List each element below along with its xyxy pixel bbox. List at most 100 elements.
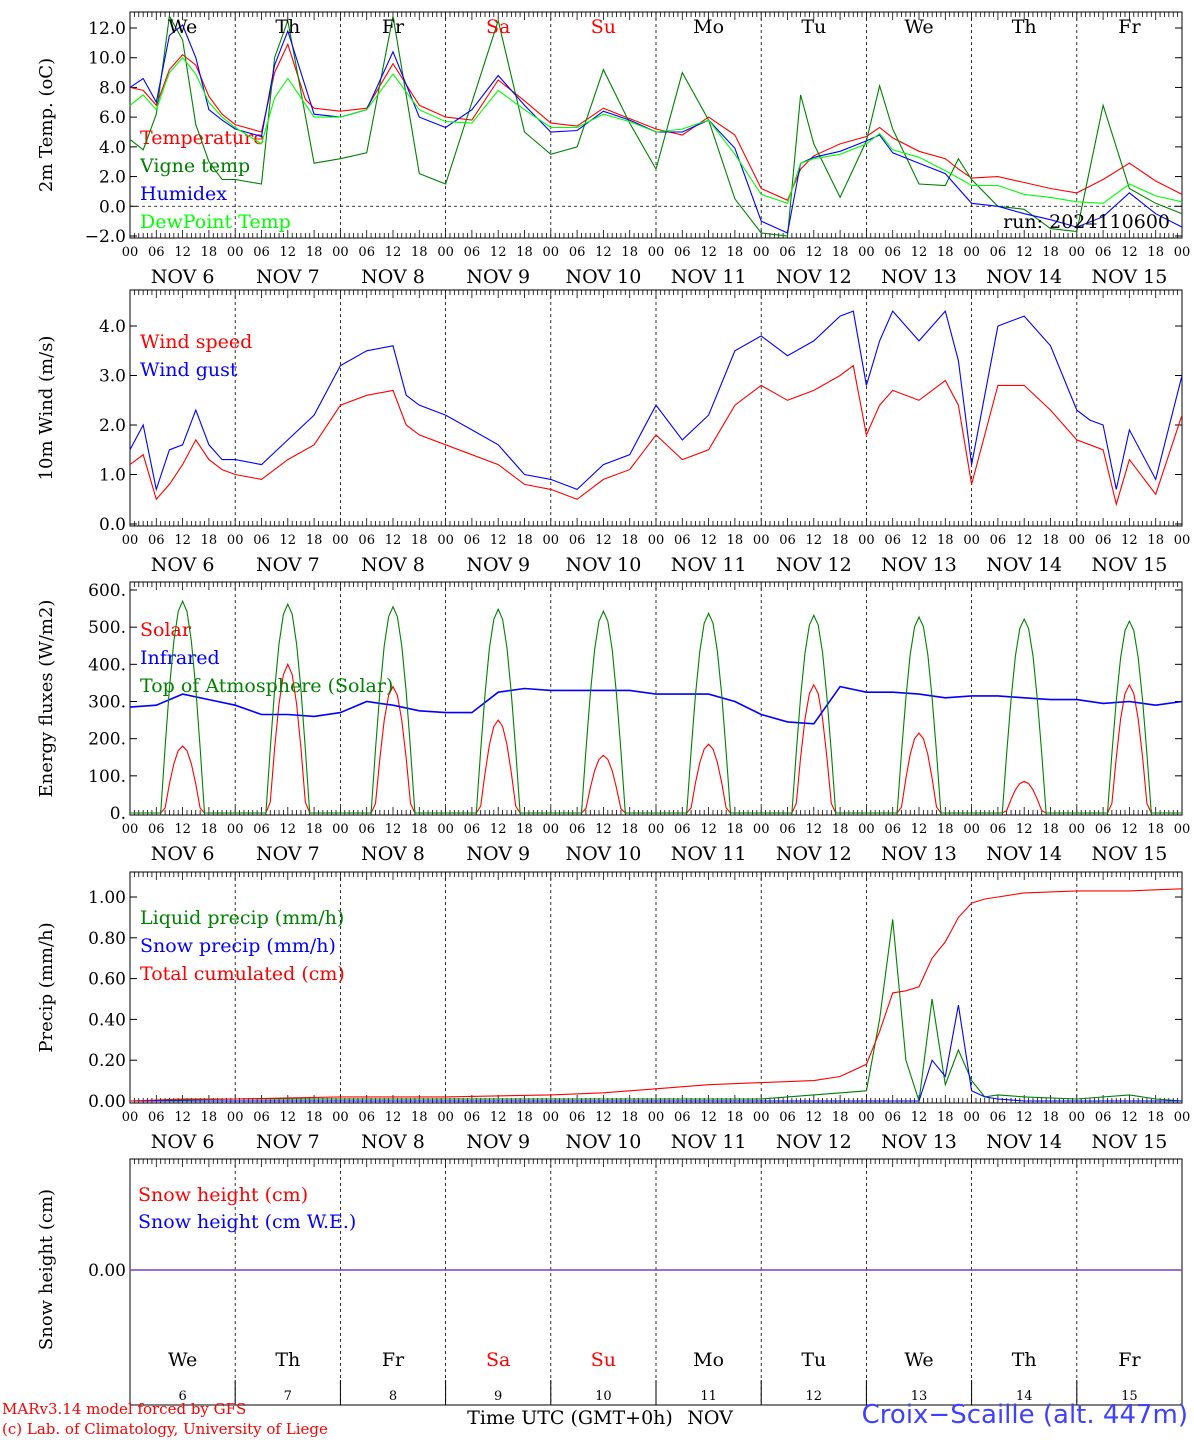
x-hour-tick-label: 00 xyxy=(543,245,560,260)
y-tick-label: 0.60 xyxy=(88,970,126,990)
x-hour-tick-label: 00 xyxy=(332,822,349,837)
x-date-label: NOV 12 xyxy=(776,554,852,576)
x-hour-tick-label: 06 xyxy=(779,245,796,260)
x-hour-tick-label: 18 xyxy=(306,533,323,548)
x-hour-tick-label: 12 xyxy=(1121,822,1138,837)
x-hour-tick-label: 12 xyxy=(700,822,717,837)
series-line-dewpoint-temp xyxy=(129,56,1183,204)
day-number-label: 9 xyxy=(494,1389,502,1404)
x-date-label: NOV 9 xyxy=(466,266,530,288)
x-hour-tick-label: 06 xyxy=(674,1110,691,1125)
legend-entry: Wind speed xyxy=(140,331,252,353)
x-date-label: NOV 10 xyxy=(565,554,641,576)
x-hour-tick-label: 18 xyxy=(937,533,954,548)
x-hour-tick-label: 12 xyxy=(174,1110,191,1125)
legend-entry: Infrared xyxy=(140,647,220,669)
series-line-infrared xyxy=(129,685,1183,725)
x-hour-tick-label: 06 xyxy=(569,245,586,260)
weekday-label-bottom: We xyxy=(904,1349,933,1371)
x-hour-tick-label: 00 xyxy=(648,1110,665,1125)
x-hour-tick-label: 00 xyxy=(1174,1110,1191,1125)
x-hour-tick-label: 06 xyxy=(358,1110,375,1125)
x-hour-tick-label: 18 xyxy=(306,1110,323,1125)
legend-entry: Liquid precip (mm/h) xyxy=(140,907,344,929)
series-line-top-of-atmosphere-solar- xyxy=(130,599,1182,814)
y-tick-label: 12.0 xyxy=(88,19,126,39)
x-hour-tick-label: 06 xyxy=(779,822,796,837)
y-tick-label: −2.0 xyxy=(85,227,126,247)
x-date-label: NOV 6 xyxy=(151,843,215,865)
x-date-label: NOV 15 xyxy=(1091,266,1167,288)
x-hour-tick-label: 00 xyxy=(648,245,665,260)
x-hour-tick-label: 18 xyxy=(1147,1110,1164,1125)
panel-4: 0.00 0.20 0.40 0.60 0.80 1.00 Precip (mm/h) Liq… xyxy=(36,871,1191,1153)
x-hour-tick-label: 06 xyxy=(1095,1110,1112,1125)
x-hour-tick-label: 00 xyxy=(227,245,244,260)
x-hour-tick-label: 06 xyxy=(569,1110,586,1125)
x-date-label: NOV 8 xyxy=(361,266,425,288)
x-hour-tick-label: 00 xyxy=(858,1110,875,1125)
run-label: run: 2024110600 xyxy=(1003,211,1170,233)
x-hour-tick-label: 18 xyxy=(1042,533,1059,548)
x-hour-tick-label: 00 xyxy=(1069,245,1086,260)
y-tick-label: 10.0 xyxy=(88,49,126,69)
x-date-label: NOV 10 xyxy=(565,1131,641,1153)
weekday-label-bottom: Fr xyxy=(382,1349,405,1371)
x-hour-tick-label: 00 xyxy=(963,822,980,837)
x-hour-tick-label: 12 xyxy=(700,1110,717,1125)
legend-entry: Snow height (cm) xyxy=(138,1184,308,1206)
y-tick-label: 4.0 xyxy=(99,317,126,337)
y-tick-label: 500. xyxy=(88,618,126,638)
x-date-label: NOV 15 xyxy=(1091,554,1167,576)
x-hour-tick-label: 12 xyxy=(806,533,823,548)
weekday-label-top: Th xyxy=(1012,16,1037,38)
x-date-label: NOV 7 xyxy=(256,843,320,865)
x-hour-tick-label: 00 xyxy=(858,533,875,548)
y-tick-label: 0.0 xyxy=(99,515,126,535)
y-tick-label: 6.0 xyxy=(99,108,126,128)
x-hour-tick-label: 06 xyxy=(148,245,165,260)
y-axis-label: Snow height (cm) xyxy=(36,1189,57,1350)
weekday-label-bottom: Th xyxy=(1012,1349,1037,1371)
x-date-label: NOV 7 xyxy=(256,266,320,288)
y-tick-label: 1.00 xyxy=(88,888,126,908)
y-axis-label: 10m Wind (m/s) xyxy=(36,336,57,481)
x-hour-tick-label: 12 xyxy=(806,245,823,260)
x-hour-tick-label: 06 xyxy=(148,822,165,837)
x-hour-tick-label: 00 xyxy=(1069,1110,1086,1125)
x-hour-tick-label: 18 xyxy=(832,533,849,548)
x-hour-tick-label: 12 xyxy=(700,245,717,260)
x-hour-tick-label: 12 xyxy=(1121,245,1138,260)
x-hour-tick-label: 06 xyxy=(779,533,796,548)
series-line-wind-speed xyxy=(129,364,1183,507)
x-hour-tick-label: 00 xyxy=(1174,533,1191,548)
x-hour-tick-label: 00 xyxy=(963,245,980,260)
x-hour-tick-label: 18 xyxy=(937,245,954,260)
x-hour-tick-label: 06 xyxy=(884,245,901,260)
weekday-label-top: Tu xyxy=(801,16,826,38)
x-date-label: NOV 11 xyxy=(671,266,747,288)
x-hour-tick-label: 00 xyxy=(437,533,454,548)
x-hour-tick-label: 00 xyxy=(437,822,454,837)
x-hour-tick-label: 06 xyxy=(253,1110,270,1125)
x-hour-tick-label: 18 xyxy=(1147,533,1164,548)
legend-entry: Snow precip (mm/h) xyxy=(140,935,336,957)
x-hour-tick-label: 06 xyxy=(990,533,1007,548)
x-hour-tick-label: 12 xyxy=(385,822,402,837)
x-hour-tick-label: 18 xyxy=(516,533,533,548)
x-hour-tick-label: 00 xyxy=(1174,245,1191,260)
y-tick-label: 0.20 xyxy=(88,1051,126,1071)
x-axis-label: Time UTC (GMT+0h) xyxy=(467,1407,673,1429)
x-date-label: NOV 6 xyxy=(151,266,215,288)
legend-entry: Top of Atmosphere (Solar) xyxy=(140,675,393,697)
x-hour-tick-label: 12 xyxy=(490,822,507,837)
x-date-label: NOV 6 xyxy=(151,554,215,576)
x-date-label: NOV 11 xyxy=(671,843,747,865)
x-hour-tick-label: 12 xyxy=(806,1110,823,1125)
x-hour-tick-label: 06 xyxy=(1095,533,1112,548)
legend-entry: DewPoint Temp xyxy=(140,211,291,233)
x-hour-tick-label: 06 xyxy=(464,245,481,260)
series-line-total-cumulated-cm- xyxy=(129,888,1183,1102)
x-date-label: NOV 6 xyxy=(151,1131,215,1153)
